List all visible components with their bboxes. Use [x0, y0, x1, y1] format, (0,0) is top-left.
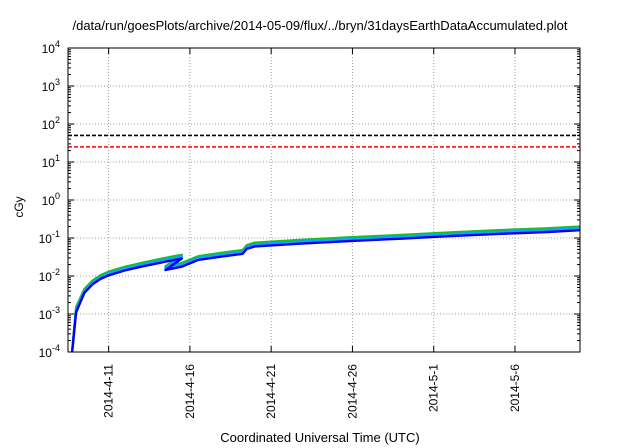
y-tick-label: 102 — [42, 115, 60, 132]
y-tick-label: 10-3 — [39, 305, 60, 322]
series-line — [70, 225, 581, 353]
x-tick-label: 2014-5-1 — [427, 364, 441, 412]
x-tick-label: 2014-5-6 — [508, 364, 522, 412]
plot-frame — [67, 47, 581, 353]
y-tick-label: 101 — [42, 153, 60, 170]
y-axis-label: cGy — [12, 196, 26, 218]
y-tick-label: 10-2 — [39, 267, 60, 284]
y-tick-label: 10-4 — [39, 343, 60, 360]
x-tick-label: 2014-4-26 — [345, 364, 359, 419]
x-tick-label: 2014-4-21 — [264, 364, 278, 419]
x-axis-label: Coordinated Universal Time (UTC) — [220, 430, 420, 445]
x-tick-label: 2014-4-16 — [183, 364, 197, 419]
series-line — [70, 229, 581, 353]
chart-title: /data/run/goesPlots/archive/2014-05-09/f… — [72, 18, 568, 33]
y-tick-label: 103 — [42, 77, 60, 94]
x-tick-label: 2014-4-11 — [102, 364, 116, 418]
y-tick-label: 100 — [42, 191, 60, 208]
y-tick-label: 10-1 — [39, 229, 60, 246]
series-line — [70, 227, 581, 353]
y-tick-label: 104 — [42, 39, 60, 56]
